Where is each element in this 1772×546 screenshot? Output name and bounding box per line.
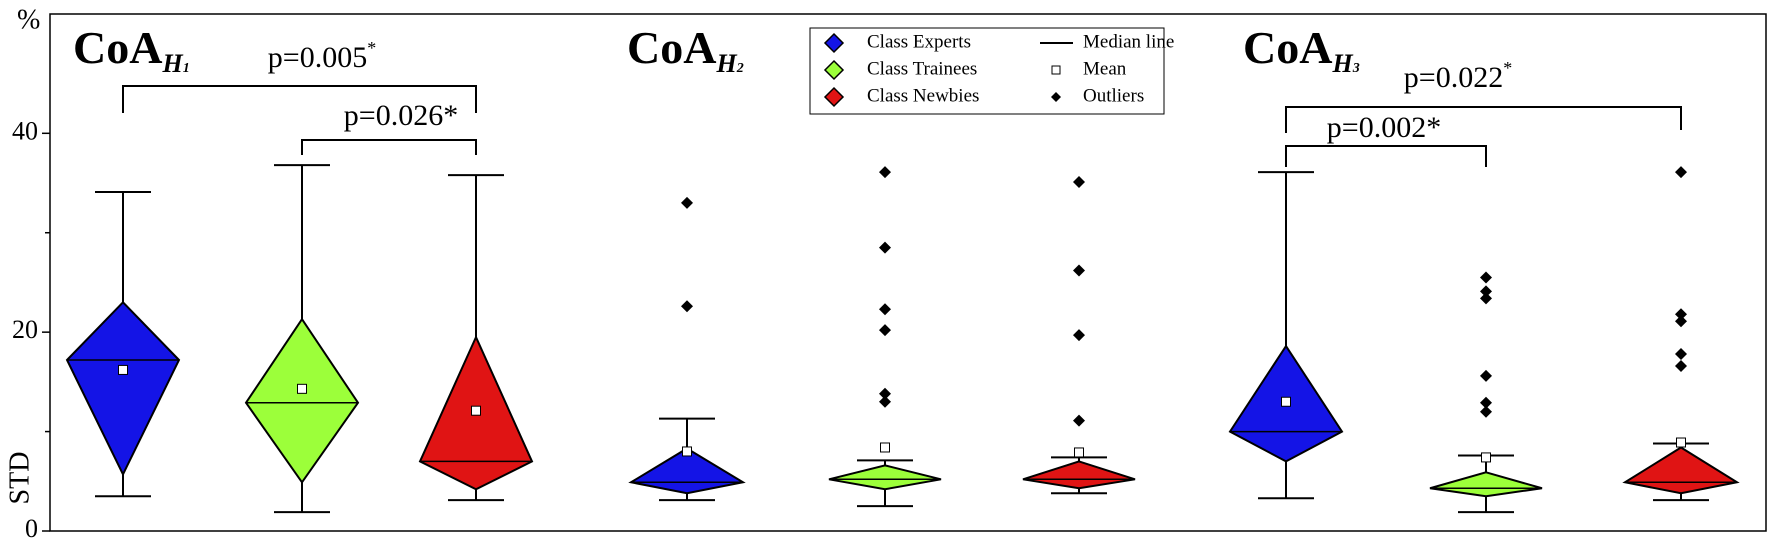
group-title: CoAH2 [627,22,744,78]
significance-label: p=0.002* [1327,111,1441,144]
group-title-index: 2 [736,61,744,76]
significance-label: p=0.005* [268,38,376,74]
y-axis-label: STD [4,452,35,505]
mean-marker [118,364,128,375]
group-title: CoAH3 [1243,22,1360,78]
legend-mean-swatch [1051,65,1061,75]
outlier [1073,414,1085,427]
box-diamond [65,300,181,477]
significance-sup: * [1503,58,1512,78]
outlier [1675,359,1687,372]
legend-swatch [823,32,845,54]
mean-marker [297,383,307,394]
outlier [1480,292,1492,305]
legend-label: Class Experts [867,31,971,52]
legend-swatch [823,59,845,81]
outlier [1675,315,1687,328]
legend-label: Outliers [1083,85,1144,106]
box-diamond [1622,446,1740,495]
mean-marker [471,405,481,416]
y-tick-label: 40 [12,116,38,145]
group-title-main: CoA [627,22,716,73]
mean-marker [682,446,692,457]
outlier [1073,329,1085,342]
outlier [681,196,693,209]
group-title-sub: H [161,49,183,78]
mean-marker [880,442,890,453]
group-title-sub: H [1331,49,1353,78]
significance-text: p=0.022 [1404,61,1503,94]
outlier [1480,396,1492,409]
significance-text: p=0.005 [268,41,367,74]
significance-label: p=0.022* [1404,58,1512,94]
y-unit-label: % [17,4,40,35]
mean-marker [1074,447,1084,458]
outlier [879,166,891,179]
box-diamond [828,464,942,491]
legend-label: Median line [1083,31,1174,52]
outlier [879,395,891,408]
legend-label: Class Trainees [867,58,977,79]
outlier [1073,176,1085,189]
box-diamond [1429,471,1543,498]
outlier [1073,264,1085,277]
box-diamond [1022,460,1136,490]
legend-box [809,27,1165,115]
y-tick-label: 0 [25,514,38,543]
box-diamond [244,317,360,485]
group-title-index: 3 [1352,61,1360,76]
outlier [879,387,891,400]
group-title: CoAH1 [73,22,190,78]
outlier [879,324,891,337]
significance-bracket [122,85,477,113]
mean-marker [1676,437,1686,448]
outlier [681,300,693,313]
significance-bracket [1285,145,1487,167]
outlier [1675,348,1687,361]
significance-sup: * [367,38,376,58]
mean-marker [1481,452,1491,463]
outlier [1480,271,1492,284]
group-title-sub: H [715,49,737,78]
outlier [1480,405,1492,418]
outlier [879,241,891,254]
significance-bracket [301,139,477,155]
mean-marker [1281,396,1291,407]
legend-label: Mean [1083,58,1127,79]
legend-swatch [823,86,845,108]
group-title-main: CoA [73,22,162,73]
plot-frame [49,13,1767,532]
group-title-main: CoA [1243,22,1332,73]
legend-label: Class Newbies [867,85,979,106]
y-tick-label: 20 [12,315,38,344]
outlier [879,303,891,316]
significance-text: p=0.002* [1327,111,1441,144]
significance-text: p=0.026* [344,99,458,132]
outlier [1480,369,1492,382]
significance-label: p=0.026* [344,99,458,132]
significance-bracket [1285,106,1682,133]
outlier [1480,285,1492,298]
outlier [1675,308,1687,321]
group-title-index: 1 [183,61,190,76]
outlier [1675,166,1687,179]
legend-outlier-swatch [1051,92,1061,102]
